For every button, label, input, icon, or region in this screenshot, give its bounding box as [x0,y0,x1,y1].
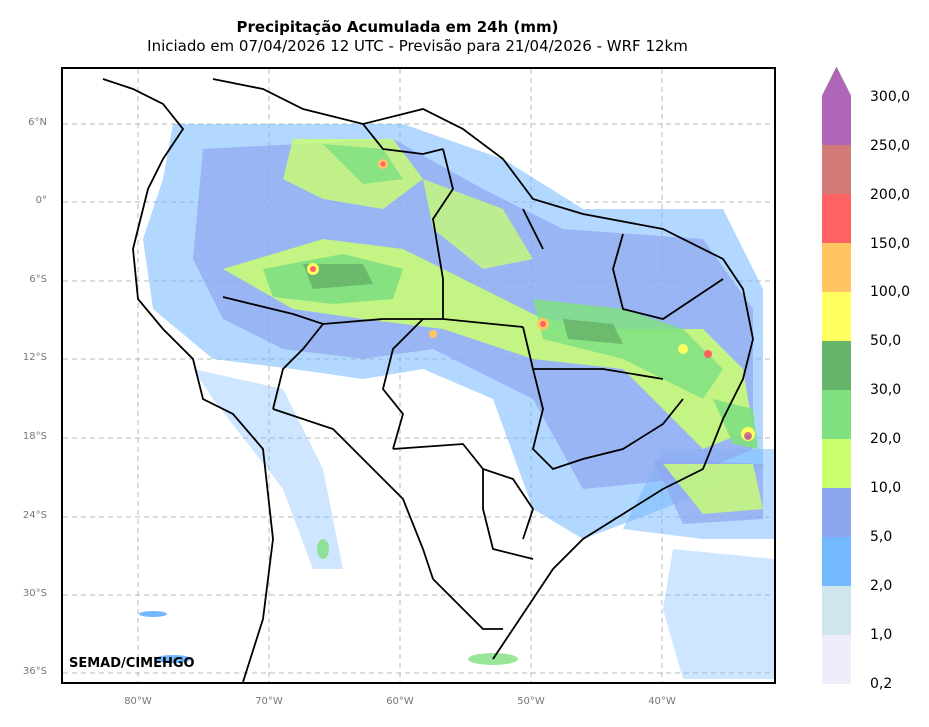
colorbar-label-8: 100,0 [870,284,911,300]
colorbar-segment-1 [822,586,851,635]
lat-label-0: 0° [35,195,47,206]
precipitation-field [139,124,774,679]
colorbar-segment-5 [822,390,851,439]
colorbar-segment-9 [822,194,851,243]
colorbar-label-11: 250,0 [870,138,911,154]
colorbar-segment-6 [822,341,851,390]
lat-label-30s: 30°S [22,588,47,599]
lon-label-60w: 60°W [386,696,414,707]
lat-label-36s: 36°S [22,666,47,677]
colorbar-segment-3 [822,488,851,537]
colorbar-label-9: 150,0 [870,236,911,252]
lon-label-80w: 80°W [124,696,152,707]
map-subtitle: Iniciado em 07/04/2026 12 UTC - Previsão… [147,37,688,55]
colorbar-segment-8 [822,243,851,292]
country-borders [102,78,754,682]
colorbar-segment-10 [822,145,851,194]
colorbar-segment-4 [822,439,851,488]
colorbar-label-3: 5,0 [870,529,893,545]
lat-label-12s: 12°S [22,352,47,363]
lon-label-50w: 50°W [517,696,545,707]
colorbar-segment-2 [822,537,851,586]
lat-label-6s: 6°S [29,274,47,285]
colorbar-label-1: 1,0 [870,627,893,643]
colorbar-label-5: 20,0 [870,431,902,447]
map-panel: SEMAD/CIMEHGO [61,67,776,684]
lon-label-70w: 70°W [255,696,283,707]
colorbar-label-7: 50,0 [870,333,902,349]
map-canvas [63,69,774,682]
colorbar-label-10: 200,0 [870,187,911,203]
map-title: Precipitação Acumulada em 24h (mm) [236,18,559,36]
colorbar-label-2: 2,0 [870,578,893,594]
lon-label-40w: 40°W [648,696,676,707]
lat-label-6n: 6°N [28,117,47,128]
colorbar-segment-0 [822,635,851,684]
colorbar-label-12: 300,0 [870,89,911,105]
lat-label-24s: 24°S [22,510,47,521]
lat-label-18s: 18°S [22,431,47,442]
colorbar-segment-7 [822,292,851,341]
colorbar-label-6: 30,0 [870,382,902,398]
colorbar-arrow [822,67,851,97]
credit-label: SEMAD/CIMEHGO [69,656,195,671]
colorbar-segment-11 [822,96,851,145]
colorbar-label-4: 10,0 [870,480,902,496]
colorbar-label-0: 0,2 [870,676,893,692]
